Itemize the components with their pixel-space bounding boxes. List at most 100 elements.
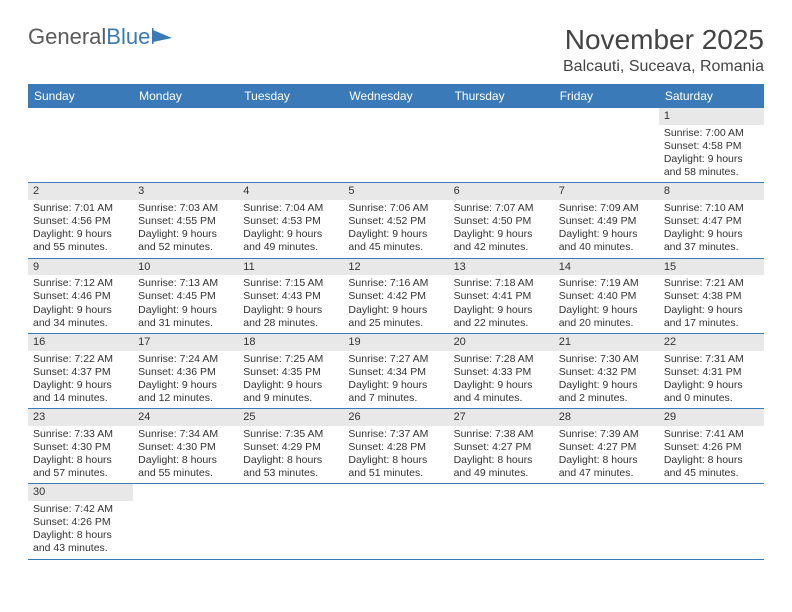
day-daylight: Daylight: 9 hours and 28 minutes. bbox=[243, 304, 338, 330]
day-sunrise: Sunrise: 7:04 AM bbox=[243, 202, 338, 215]
day-body: Sunrise: 7:37 AMSunset: 4:28 PMDaylight:… bbox=[343, 426, 448, 484]
calendar-cell: 1Sunrise: 7:00 AMSunset: 4:58 PMDaylight… bbox=[659, 108, 764, 183]
day-sunrise: Sunrise: 7:06 AM bbox=[348, 202, 443, 215]
day-sunrise: Sunrise: 7:15 AM bbox=[243, 277, 338, 290]
calendar-cell: 25Sunrise: 7:35 AMSunset: 4:29 PMDayligh… bbox=[238, 409, 343, 484]
day-daylight: Daylight: 9 hours and 9 minutes. bbox=[243, 379, 338, 405]
day-sunset: Sunset: 4:53 PM bbox=[243, 215, 338, 228]
calendar-cell-empty bbox=[554, 108, 659, 183]
calendar-cell-empty bbox=[343, 108, 448, 183]
day-body: Sunrise: 7:25 AMSunset: 4:35 PMDaylight:… bbox=[238, 351, 343, 409]
day-body: Sunrise: 7:06 AMSunset: 4:52 PMDaylight:… bbox=[343, 200, 448, 258]
day-number: 4 bbox=[238, 183, 343, 200]
day-number: 8 bbox=[659, 183, 764, 200]
day-sunset: Sunset: 4:46 PM bbox=[33, 290, 128, 303]
calendar-cell-empty bbox=[343, 484, 448, 559]
day-number: 22 bbox=[659, 334, 764, 351]
day-number: 1 bbox=[659, 108, 764, 125]
day-sunrise: Sunrise: 7:19 AM bbox=[559, 277, 654, 290]
calendar-row: 30Sunrise: 7:42 AMSunset: 4:26 PMDayligh… bbox=[28, 484, 764, 559]
weekday-header: Monday bbox=[133, 84, 238, 108]
day-number: 15 bbox=[659, 259, 764, 276]
day-sunset: Sunset: 4:52 PM bbox=[348, 215, 443, 228]
day-daylight: Daylight: 8 hours and 51 minutes. bbox=[348, 454, 443, 480]
day-daylight: Daylight: 8 hours and 55 minutes. bbox=[138, 454, 233, 480]
calendar-cell: 24Sunrise: 7:34 AMSunset: 4:30 PMDayligh… bbox=[133, 409, 238, 484]
day-number: 25 bbox=[238, 409, 343, 426]
calendar-row: 2Sunrise: 7:01 AMSunset: 4:56 PMDaylight… bbox=[28, 183, 764, 258]
day-sunrise: Sunrise: 7:41 AM bbox=[664, 428, 759, 441]
calendar-row: 1Sunrise: 7:00 AMSunset: 4:58 PMDaylight… bbox=[28, 108, 764, 183]
day-number: 29 bbox=[659, 409, 764, 426]
day-sunset: Sunset: 4:41 PM bbox=[454, 290, 549, 303]
calendar-cell-empty bbox=[238, 484, 343, 559]
header: GeneralBlue November 2025 Balcauti, Suce… bbox=[28, 24, 764, 76]
day-body: Sunrise: 7:19 AMSunset: 4:40 PMDaylight:… bbox=[554, 275, 659, 333]
day-daylight: Daylight: 9 hours and 40 minutes. bbox=[559, 228, 654, 254]
calendar-cell: 13Sunrise: 7:18 AMSunset: 4:41 PMDayligh… bbox=[449, 258, 554, 333]
day-sunrise: Sunrise: 7:10 AM bbox=[664, 202, 759, 215]
day-daylight: Daylight: 9 hours and 45 minutes. bbox=[348, 228, 443, 254]
day-daylight: Daylight: 9 hours and 17 minutes. bbox=[664, 304, 759, 330]
day-daylight: Daylight: 9 hours and 55 minutes. bbox=[33, 228, 128, 254]
calendar-cell: 8Sunrise: 7:10 AMSunset: 4:47 PMDaylight… bbox=[659, 183, 764, 258]
weekday-header: Friday bbox=[554, 84, 659, 108]
calendar-cell-empty bbox=[659, 484, 764, 559]
day-daylight: Daylight: 8 hours and 49 minutes. bbox=[454, 454, 549, 480]
calendar-cell: 15Sunrise: 7:21 AMSunset: 4:38 PMDayligh… bbox=[659, 258, 764, 333]
calendar-cell: 28Sunrise: 7:39 AMSunset: 4:27 PMDayligh… bbox=[554, 409, 659, 484]
day-daylight: Daylight: 8 hours and 43 minutes. bbox=[33, 529, 128, 555]
day-body: Sunrise: 7:04 AMSunset: 4:53 PMDaylight:… bbox=[238, 200, 343, 258]
day-sunrise: Sunrise: 7:28 AM bbox=[454, 353, 549, 366]
day-number: 5 bbox=[343, 183, 448, 200]
day-sunrise: Sunrise: 7:34 AM bbox=[138, 428, 233, 441]
day-sunset: Sunset: 4:42 PM bbox=[348, 290, 443, 303]
day-sunrise: Sunrise: 7:22 AM bbox=[33, 353, 128, 366]
day-daylight: Daylight: 8 hours and 45 minutes. bbox=[664, 454, 759, 480]
day-number: 3 bbox=[133, 183, 238, 200]
month-title: November 2025 bbox=[563, 24, 764, 56]
day-sunrise: Sunrise: 7:25 AM bbox=[243, 353, 338, 366]
weekday-header: Wednesday bbox=[343, 84, 448, 108]
calendar-cell: 5Sunrise: 7:06 AMSunset: 4:52 PMDaylight… bbox=[343, 183, 448, 258]
calendar-cell-empty bbox=[238, 108, 343, 183]
day-body: Sunrise: 7:15 AMSunset: 4:43 PMDaylight:… bbox=[238, 275, 343, 333]
day-sunrise: Sunrise: 7:00 AM bbox=[664, 127, 759, 140]
day-sunrise: Sunrise: 7:39 AM bbox=[559, 428, 654, 441]
day-body: Sunrise: 7:24 AMSunset: 4:36 PMDaylight:… bbox=[133, 351, 238, 409]
logo: GeneralBlue bbox=[28, 24, 174, 50]
day-sunset: Sunset: 4:30 PM bbox=[33, 441, 128, 454]
day-body: Sunrise: 7:21 AMSunset: 4:38 PMDaylight:… bbox=[659, 275, 764, 333]
day-number: 9 bbox=[28, 259, 133, 276]
day-sunset: Sunset: 4:27 PM bbox=[454, 441, 549, 454]
day-body: Sunrise: 7:31 AMSunset: 4:31 PMDaylight:… bbox=[659, 351, 764, 409]
day-number: 24 bbox=[133, 409, 238, 426]
calendar-cell: 10Sunrise: 7:13 AMSunset: 4:45 PMDayligh… bbox=[133, 258, 238, 333]
calendar-cell: 22Sunrise: 7:31 AMSunset: 4:31 PMDayligh… bbox=[659, 333, 764, 408]
title-block: November 2025 Balcauti, Suceava, Romania bbox=[563, 24, 764, 76]
calendar-cell-empty bbox=[449, 484, 554, 559]
calendar-cell: 3Sunrise: 7:03 AMSunset: 4:55 PMDaylight… bbox=[133, 183, 238, 258]
day-sunrise: Sunrise: 7:33 AM bbox=[33, 428, 128, 441]
calendar-cell: 18Sunrise: 7:25 AMSunset: 4:35 PMDayligh… bbox=[238, 333, 343, 408]
day-sunrise: Sunrise: 7:18 AM bbox=[454, 277, 549, 290]
calendar-cell-empty bbox=[133, 108, 238, 183]
day-body: Sunrise: 7:27 AMSunset: 4:34 PMDaylight:… bbox=[343, 351, 448, 409]
day-daylight: Daylight: 9 hours and 14 minutes. bbox=[33, 379, 128, 405]
calendar-cell: 21Sunrise: 7:30 AMSunset: 4:32 PMDayligh… bbox=[554, 333, 659, 408]
calendar-cell: 26Sunrise: 7:37 AMSunset: 4:28 PMDayligh… bbox=[343, 409, 448, 484]
calendar-cell: 16Sunrise: 7:22 AMSunset: 4:37 PMDayligh… bbox=[28, 333, 133, 408]
day-sunrise: Sunrise: 7:16 AM bbox=[348, 277, 443, 290]
day-body: Sunrise: 7:30 AMSunset: 4:32 PMDaylight:… bbox=[554, 351, 659, 409]
day-sunset: Sunset: 4:29 PM bbox=[243, 441, 338, 454]
day-number: 6 bbox=[449, 183, 554, 200]
day-daylight: Daylight: 9 hours and 34 minutes. bbox=[33, 304, 128, 330]
location-text: Balcauti, Suceava, Romania bbox=[563, 58, 764, 76]
day-daylight: Daylight: 9 hours and 42 minutes. bbox=[454, 228, 549, 254]
calendar-cell: 20Sunrise: 7:28 AMSunset: 4:33 PMDayligh… bbox=[449, 333, 554, 408]
calendar-row: 16Sunrise: 7:22 AMSunset: 4:37 PMDayligh… bbox=[28, 333, 764, 408]
weekday-header: Thursday bbox=[449, 84, 554, 108]
calendar-cell: 4Sunrise: 7:04 AMSunset: 4:53 PMDaylight… bbox=[238, 183, 343, 258]
day-body: Sunrise: 7:34 AMSunset: 4:30 PMDaylight:… bbox=[133, 426, 238, 484]
day-sunset: Sunset: 4:26 PM bbox=[33, 516, 128, 529]
